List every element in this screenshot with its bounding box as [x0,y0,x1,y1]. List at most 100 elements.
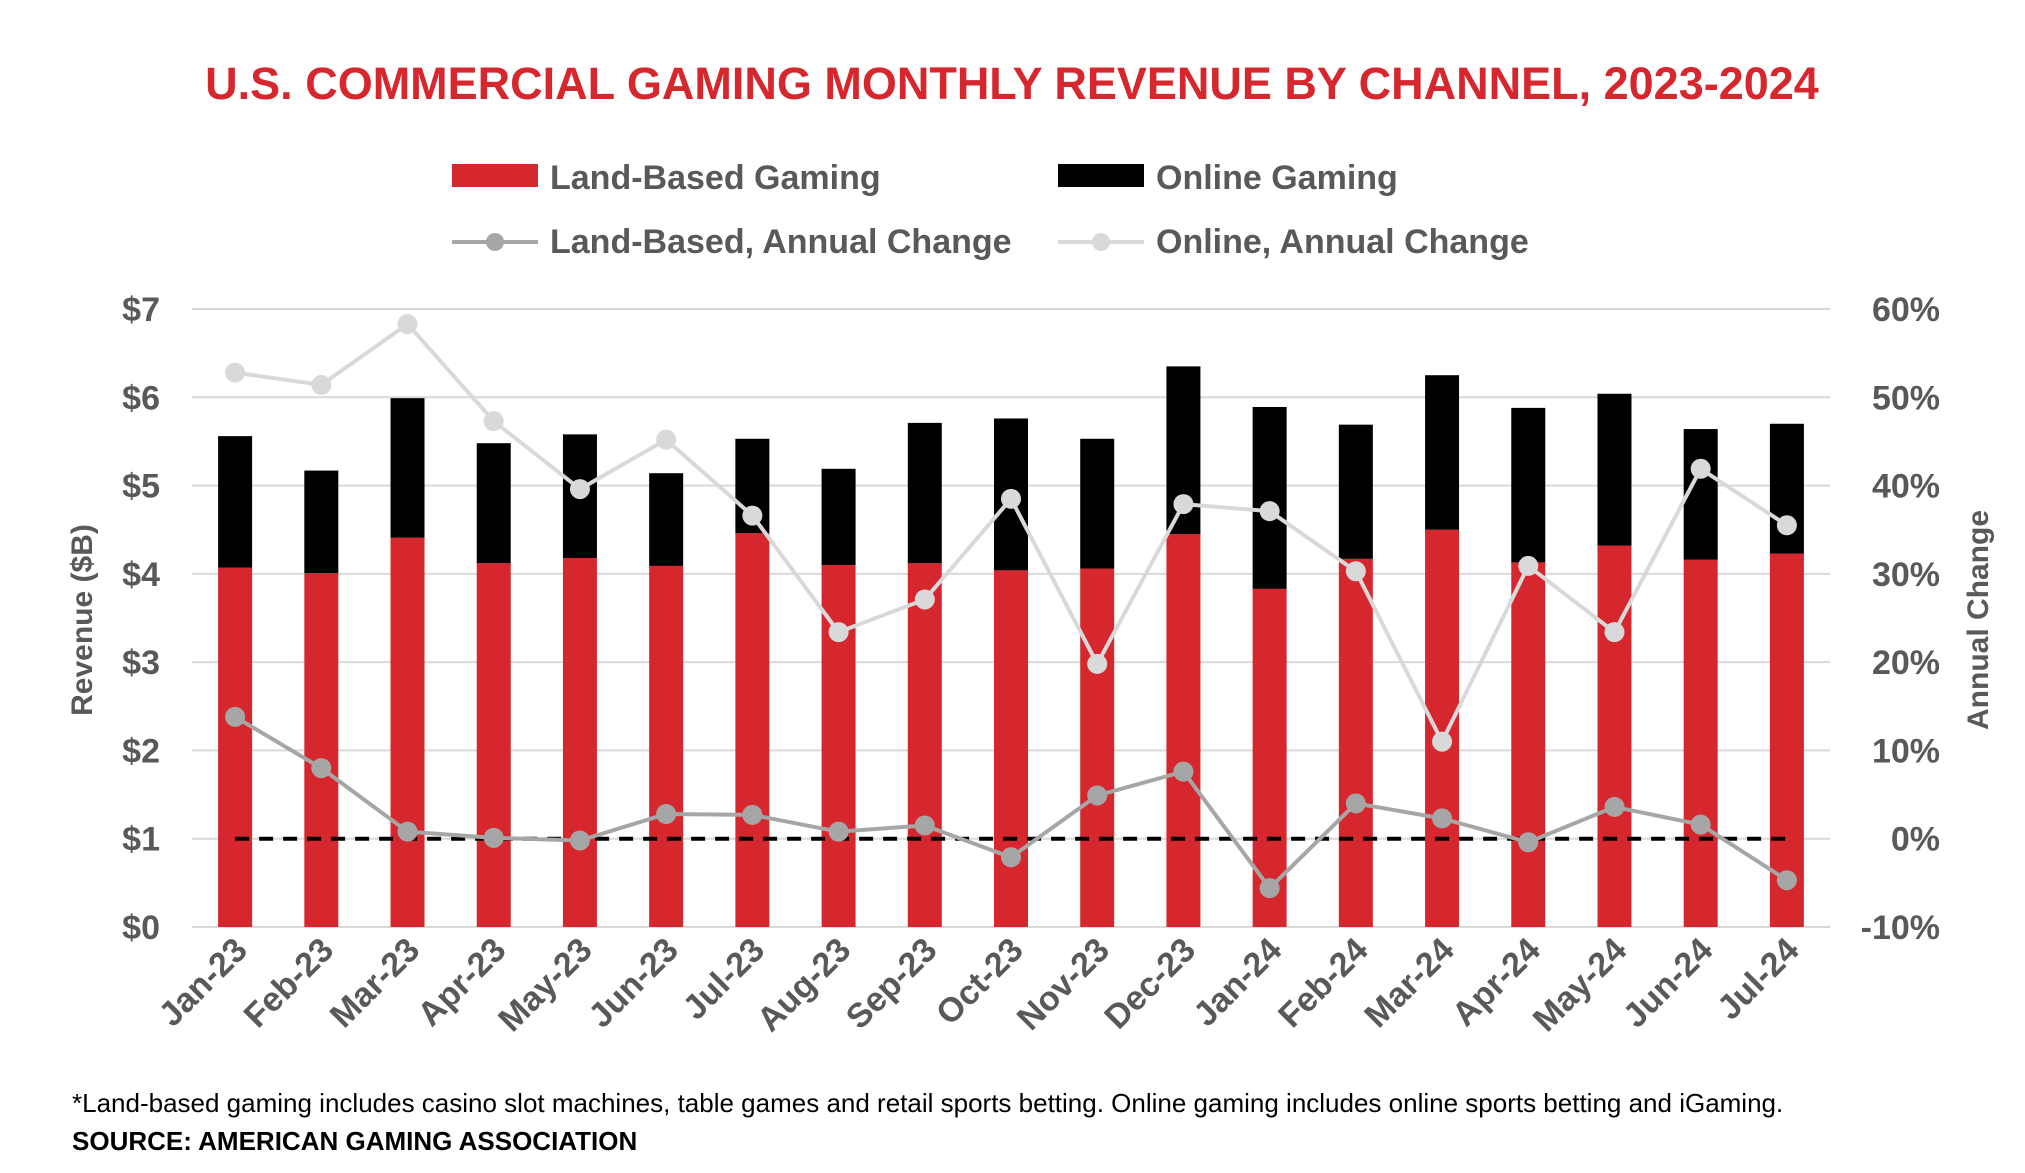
x-axis-ticks: Jan-23Feb-23Mar-23Apr-23May-23Jun-23Jul-… [152,931,1807,1039]
point-land-based-annual-change [914,815,935,836]
line-series [225,314,1797,899]
point-land-based-annual-change [483,827,504,848]
point-land-based-annual-change [1604,796,1625,817]
right-axis-ticks: -10% 0% 10% 20% 30% 40% 50% 60% [1861,291,1940,947]
bar-land-based-gaming [476,563,511,927]
point-land-based-annual-change [311,758,332,779]
point-online-annual-change [569,479,590,500]
point-online-annual-change [1432,731,1453,752]
x-tick-label: Mar-24 [1357,931,1461,1035]
point-land-based-annual-change [656,803,677,824]
point-land-based-annual-change [1432,808,1453,829]
bar-land-based-gaming [1080,568,1115,927]
bar-land-based-gaming [1166,534,1201,927]
bar-land-based-gaming [304,572,339,927]
x-tick-label: Feb-24 [1271,931,1375,1035]
bar-land-based-gaming [390,537,425,927]
bar-land-based-gaming [218,567,253,927]
bar-land-based-gaming [907,563,942,927]
bar-online-gaming [304,470,339,573]
right-tick-label: -10% [1861,909,1940,947]
bar-land-based-gaming [735,533,770,927]
point-land-based-annual-change [742,804,763,825]
point-online-annual-change [1776,515,1797,536]
point-land-based-annual-change [1001,847,1021,868]
point-online-annual-change [397,314,418,335]
legend-label-online: Online Gaming [1156,159,1398,197]
right-tick-label: 0% [1891,821,1940,859]
left-tick-label: $6 [122,379,160,417]
point-land-based-annual-change [225,706,246,727]
x-tick-label: Jun-24 [1616,931,1720,1035]
x-tick-label: Jan-24 [1186,931,1289,1034]
point-land-based-annual-change [1173,761,1194,782]
point-land-based-annual-change [1776,870,1797,891]
x-tick-label: Jun-23 [581,931,685,1035]
legend: Land-Based Gaming Online Gaming Land-Bas… [452,159,1529,261]
point-online-annual-change [742,505,763,526]
bar-online-gaming [1597,393,1632,546]
x-tick-label: Jan-23 [152,931,255,1034]
point-online-annual-change [1345,561,1366,582]
bar-land-based-gaming [649,565,684,927]
bar-online-gaming [907,422,942,564]
left-axis-title: Revenue ($B) [66,524,99,716]
point-land-based-annual-change [397,821,418,842]
left-tick-label: $0 [122,909,160,947]
bar-land-based-gaming [1769,553,1804,927]
legend-label-online-change: Online, Annual Change [1156,223,1529,261]
legend-swatch-online [1058,164,1144,187]
point-land-based-annual-change [1518,832,1539,853]
bar-online-gaming [1511,407,1546,563]
source-note: SOURCE: AMERICAN GAMING ASSOCIATION [72,1126,638,1156]
point-land-based-annual-change [569,830,590,851]
point-online-annual-change [1259,501,1280,522]
right-axis-title: Annual Change [1962,510,1995,730]
left-tick-label: $4 [122,556,160,594]
point-online-annual-change [225,362,246,383]
right-tick-label: 20% [1872,644,1940,682]
point-online-annual-change [656,429,677,450]
point-online-annual-change [1690,458,1711,479]
left-tick-label: $5 [122,468,160,506]
x-tick-label: Sep-23 [839,931,945,1037]
bar-land-based-gaming [1338,558,1373,927]
x-tick-label: Jul-24 [1710,931,1806,1027]
bar-land-based-gaming [562,557,597,927]
point-online-annual-change [828,622,849,643]
bar-land-based-gaming [1683,559,1718,927]
point-online-annual-change [914,589,935,610]
x-tick-label: May-23 [491,931,599,1039]
bar-land-based-gaming [994,570,1028,927]
left-tick-label: $7 [122,291,160,329]
point-land-based-annual-change [1259,878,1280,899]
chart-title: U.S. COMMERCIAL GAMING MONTHLY REVENUE B… [205,58,1819,109]
bar-online-gaming [1080,438,1115,569]
legend-label-land-based: Land-Based Gaming [550,159,881,197]
point-land-based-annual-change [1345,793,1366,814]
bar-land-based-gaming [1597,545,1632,927]
bar-online-gaming [821,468,856,566]
bar-online-gaming [1252,406,1287,589]
x-tick-label: May-24 [1526,931,1634,1039]
point-online-annual-change [311,374,332,395]
point-online-annual-change [483,411,504,432]
right-tick-label: 10% [1872,732,1940,770]
x-tick-label: Aug-23 [750,931,858,1039]
legend-label-land-based-change: Land-Based, Annual Change [550,223,1012,261]
x-tick-label: Dec-23 [1097,931,1203,1037]
point-land-based-annual-change [1087,785,1108,806]
x-tick-label: Mar-23 [323,931,427,1035]
bar-land-based-gaming [1511,562,1546,927]
bar-online-gaming [1338,424,1373,559]
point-land-based-annual-change [1690,814,1711,835]
point-online-annual-change [1604,622,1625,643]
point-online-annual-change [1087,653,1108,674]
legend-marker-online-change [1092,233,1110,251]
left-tick-label: $3 [122,644,160,682]
bar-land-based-gaming [1425,529,1460,927]
point-online-annual-change [1001,488,1021,509]
right-tick-label: 40% [1872,468,1940,506]
x-tick-label: Feb-23 [237,931,341,1035]
